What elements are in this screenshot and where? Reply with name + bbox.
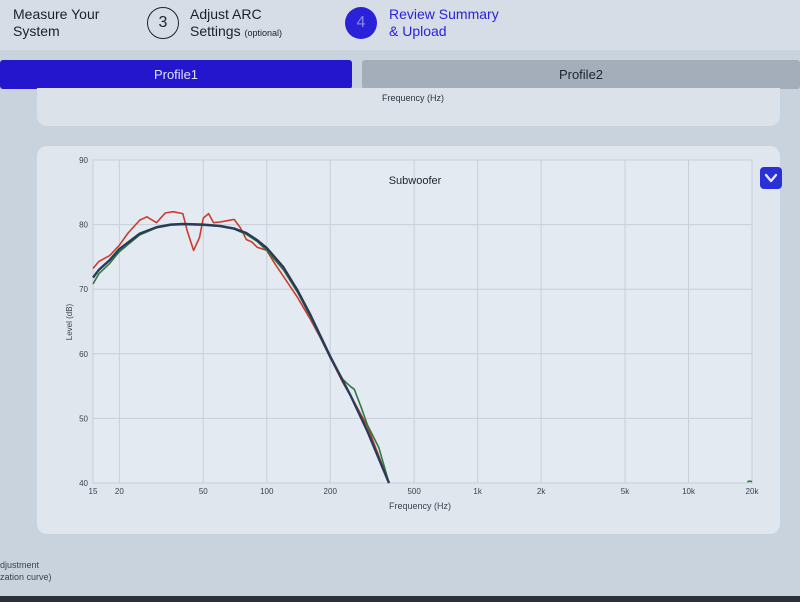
step-adjust-arc[interactable]: Adjust ARC Settings (optional)	[190, 6, 282, 42]
x-tick-label: 15	[89, 487, 98, 496]
step-review-upload[interactable]: Review Summary & Upload	[389, 6, 499, 40]
y-tick-label: 40	[79, 479, 88, 488]
step-measure-line2: System	[13, 23, 60, 39]
x-tick-label: 20k	[746, 487, 760, 496]
step-review-line1: Review Summary	[389, 6, 499, 22]
x-tick-label: 100	[260, 487, 274, 496]
step-adjust-line1: Adjust ARC	[190, 6, 262, 22]
x-tick-label: 500	[407, 487, 421, 496]
step-measure-line1: Measure Your	[13, 6, 100, 22]
bottom-strip	[0, 596, 800, 602]
series-line-3	[92, 222, 391, 484]
x-tick-label: 20	[115, 487, 124, 496]
plot-area	[92, 159, 753, 484]
x-tick-label: 2k	[537, 487, 546, 496]
x-tick-label: 10k	[682, 487, 696, 496]
series-line-4	[747, 480, 753, 483]
step-4-circle[interactable]: 4	[345, 7, 377, 39]
step-3-circle[interactable]: 3	[147, 7, 179, 39]
step-4-number: 4	[356, 14, 366, 31]
chart-title: Subwoofer	[389, 175, 442, 187]
step-bar: Measure Your System 3 Adjust ARC Setting…	[0, 0, 800, 50]
tab-profile2[interactable]: Profile2	[362, 60, 800, 89]
x-tick-label: 50	[199, 487, 208, 496]
x-tick-label: 5k	[621, 487, 630, 496]
chevron-down-icon	[764, 173, 778, 183]
step-review-line2: & Upload	[389, 23, 447, 39]
step-measure[interactable]: Measure Your System	[13, 6, 99, 40]
y-axis-label: Level (dB)	[65, 303, 74, 340]
step-adjust-line2-text: Settings	[190, 23, 241, 39]
step-adjust-note: (optional)	[244, 28, 283, 38]
x-axis-label: Frequency (Hz)	[389, 501, 451, 511]
footer-line2: zation curve)	[0, 572, 52, 582]
y-tick-label: 90	[79, 156, 88, 165]
x-tick-label: 1k	[473, 487, 482, 496]
previous-chart-card: Frequency (Hz)	[37, 88, 780, 126]
y-tick-label: 80	[79, 221, 88, 230]
x-tick-label: 200	[324, 487, 338, 496]
y-tick-label: 70	[79, 285, 88, 294]
footer-line1: djustment	[0, 560, 40, 570]
y-tick-label: 60	[79, 350, 88, 359]
y-tick-label: 50	[79, 414, 88, 423]
step-adjust-line2: Settings (optional)	[190, 23, 282, 42]
previous-chart-xlabel: Frequency (Hz)	[382, 93, 445, 103]
step-3-number: 3	[158, 14, 168, 31]
tab-profile1[interactable]: Profile1	[0, 60, 352, 89]
chart-dropdown-button[interactable]	[760, 167, 782, 189]
